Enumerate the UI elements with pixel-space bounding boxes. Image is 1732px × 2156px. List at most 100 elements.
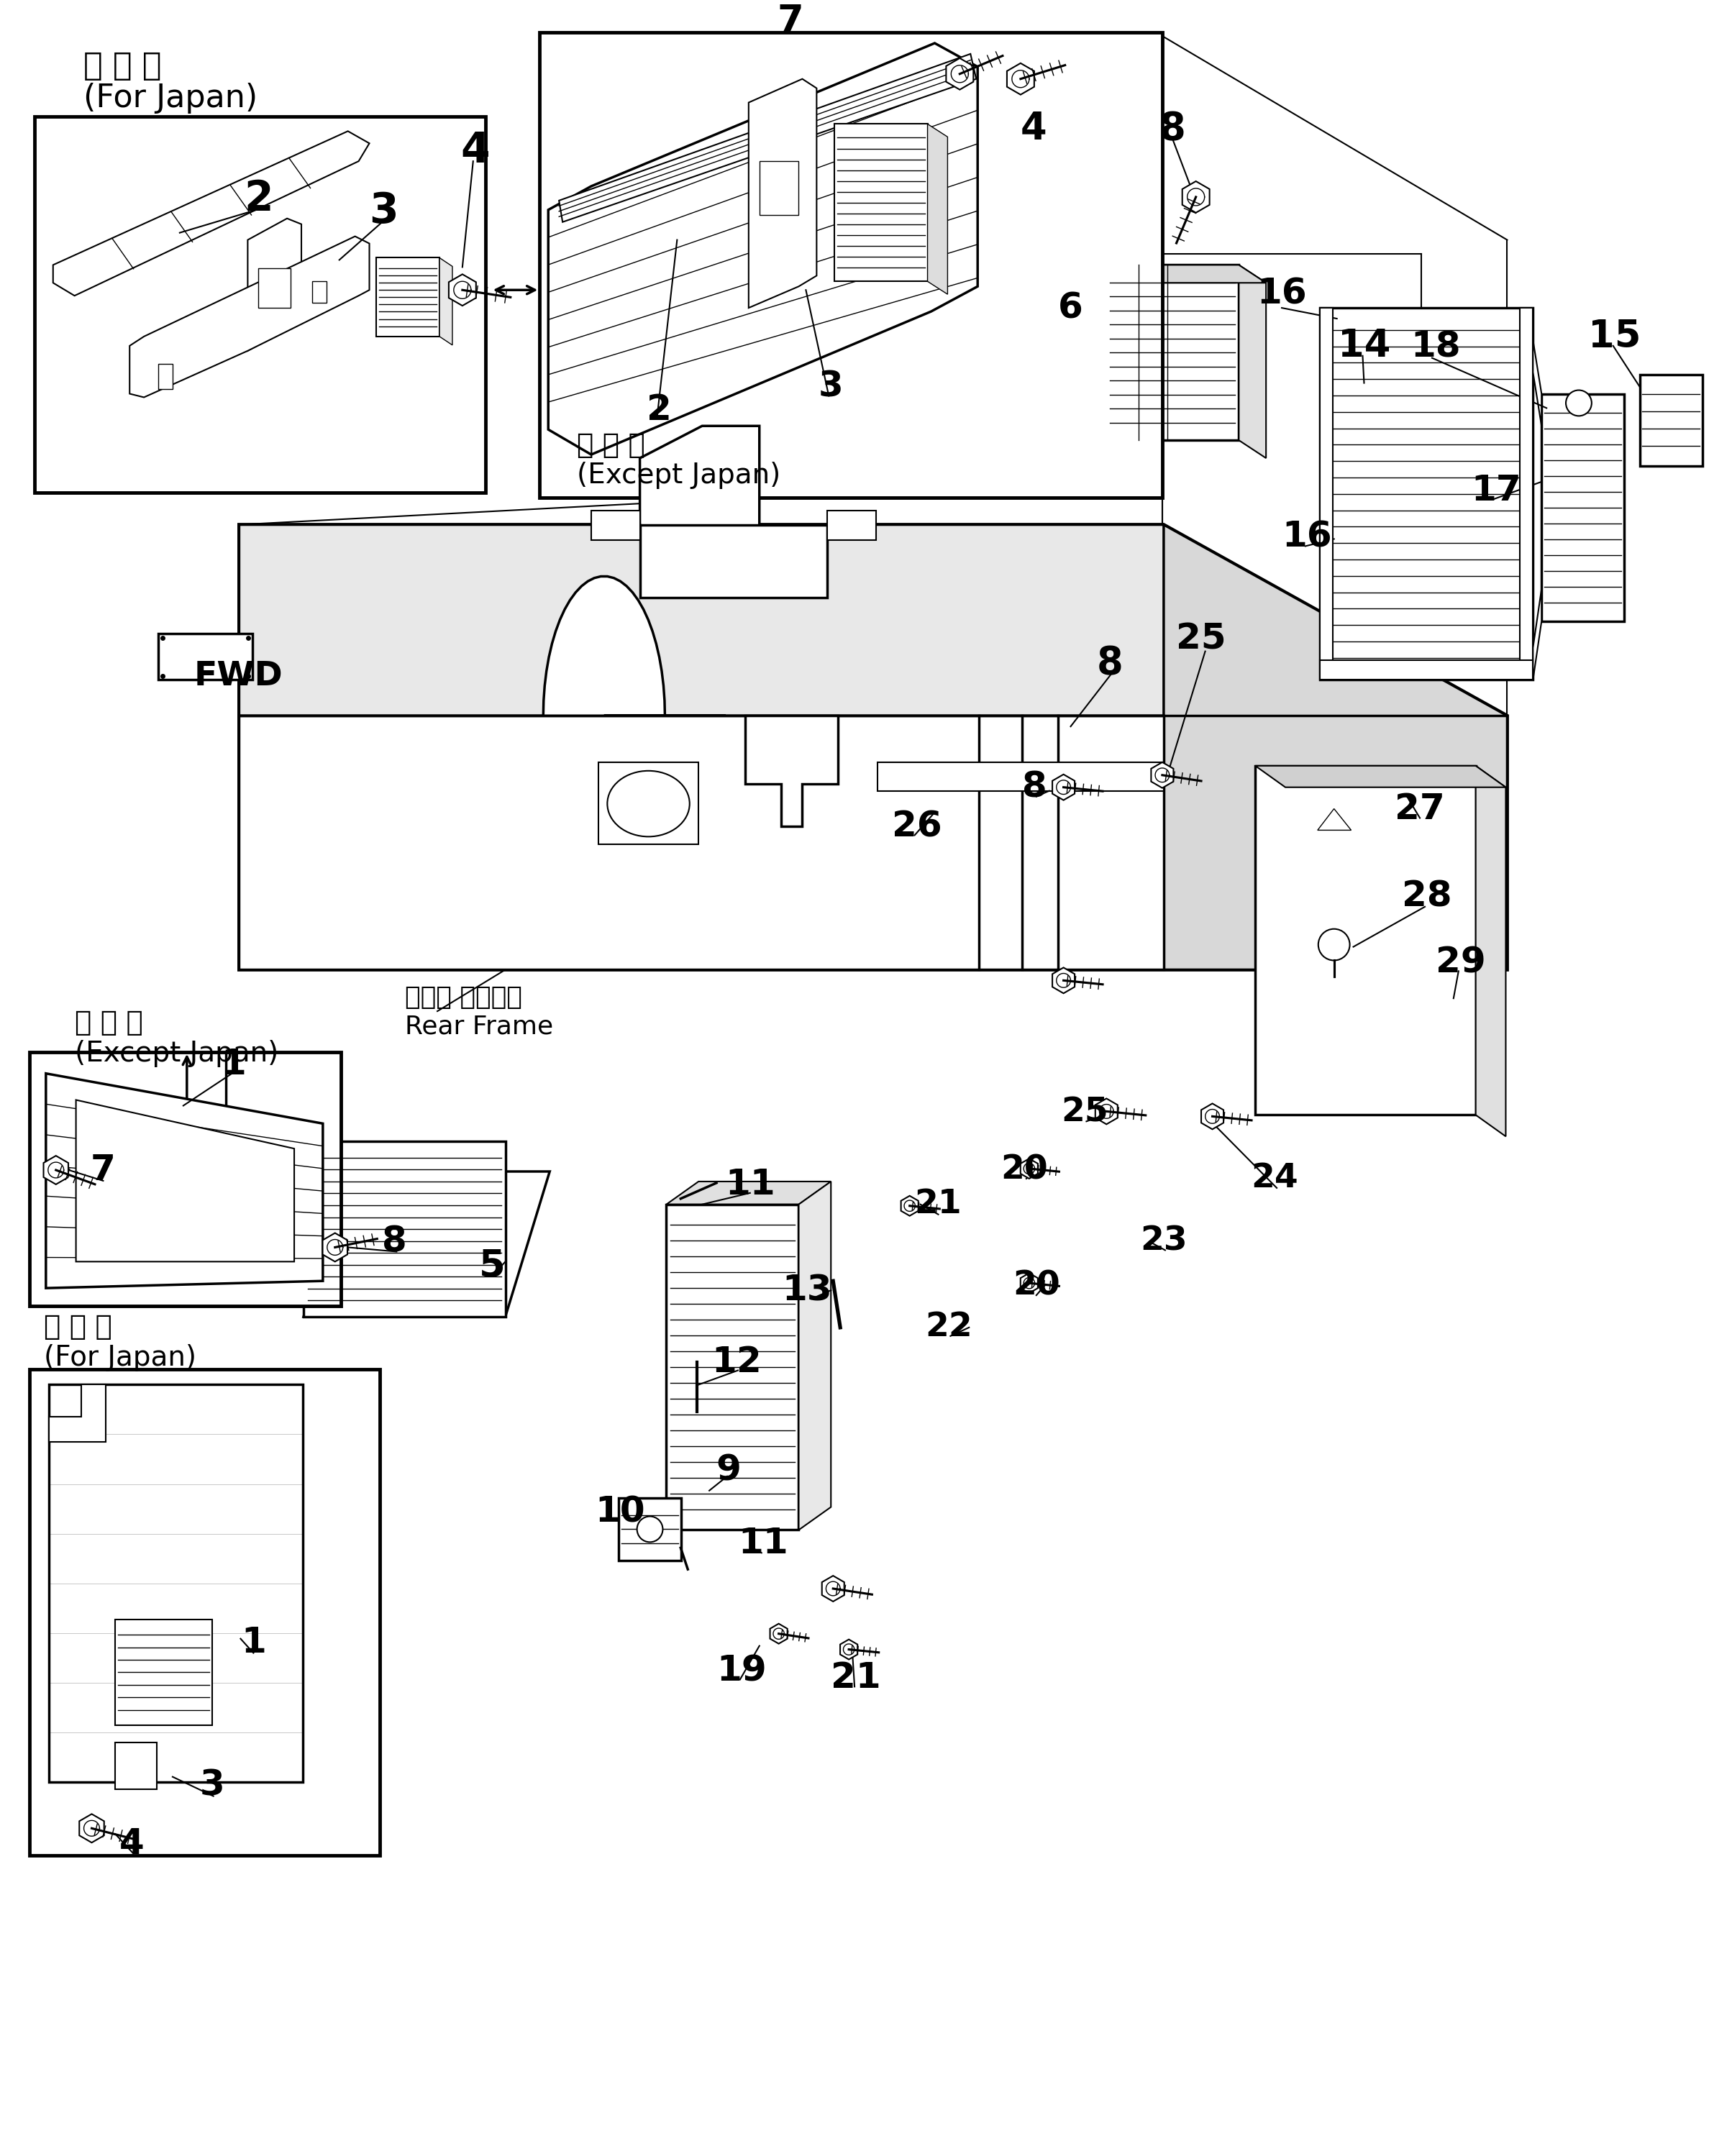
Polygon shape xyxy=(878,763,1164,791)
Polygon shape xyxy=(1107,265,1266,282)
Bar xyxy=(1256,765,1476,1115)
Text: 2: 2 xyxy=(646,392,672,427)
Text: 4: 4 xyxy=(120,1826,144,1861)
Text: 3: 3 xyxy=(819,369,843,403)
Text: 8: 8 xyxy=(1022,770,1048,804)
Circle shape xyxy=(1566,390,1592,416)
Text: 8: 8 xyxy=(1096,645,1124,681)
Text: 海 外 向: 海 外 向 xyxy=(577,431,644,459)
Text: 19: 19 xyxy=(717,1654,767,1688)
Polygon shape xyxy=(1533,589,1541,679)
Bar xyxy=(540,32,1162,498)
Text: 10: 10 xyxy=(594,1494,644,1529)
Polygon shape xyxy=(591,511,639,541)
Text: 21: 21 xyxy=(831,1660,882,1695)
Polygon shape xyxy=(248,218,301,351)
Polygon shape xyxy=(1053,968,1074,994)
Text: 3: 3 xyxy=(199,1768,225,1802)
Polygon shape xyxy=(54,132,369,295)
Polygon shape xyxy=(1476,765,1505,1136)
Text: 14: 14 xyxy=(1337,328,1391,364)
Polygon shape xyxy=(1238,265,1266,457)
Text: 17: 17 xyxy=(1472,472,1521,507)
Text: 16: 16 xyxy=(1282,520,1332,554)
Text: 国 内 向: 国 内 向 xyxy=(43,1313,113,1341)
Polygon shape xyxy=(47,1074,322,1287)
Polygon shape xyxy=(239,524,1507,716)
Text: 16: 16 xyxy=(1257,276,1308,310)
Bar xyxy=(1320,660,1533,679)
Bar xyxy=(1640,375,1703,466)
Text: 25: 25 xyxy=(1062,1097,1108,1130)
Text: 21: 21 xyxy=(914,1188,961,1220)
Polygon shape xyxy=(667,1181,831,1205)
Polygon shape xyxy=(1053,774,1074,800)
Text: 12: 12 xyxy=(712,1345,762,1380)
Polygon shape xyxy=(771,1623,788,1643)
Polygon shape xyxy=(1318,808,1351,830)
Polygon shape xyxy=(823,1576,843,1602)
Polygon shape xyxy=(130,237,369,397)
Text: 26: 26 xyxy=(892,808,942,843)
Text: 6: 6 xyxy=(1058,291,1082,326)
Polygon shape xyxy=(48,1384,303,1781)
Polygon shape xyxy=(1020,1158,1037,1179)
Text: 20: 20 xyxy=(1001,1153,1048,1186)
Polygon shape xyxy=(449,274,476,306)
Text: 13: 13 xyxy=(783,1272,833,1307)
Ellipse shape xyxy=(608,772,689,837)
Text: (For Japan): (For Japan) xyxy=(43,1343,196,1371)
Bar xyxy=(376,259,440,336)
Bar xyxy=(116,1619,211,1725)
Circle shape xyxy=(1318,929,1349,959)
Polygon shape xyxy=(745,716,838,826)
Bar xyxy=(29,1369,379,1856)
Bar xyxy=(1541,395,1625,621)
Text: 11: 11 xyxy=(738,1526,788,1561)
Polygon shape xyxy=(946,58,973,91)
Text: 11: 11 xyxy=(726,1166,776,1201)
Polygon shape xyxy=(1152,763,1173,787)
Text: (For Japan): (For Japan) xyxy=(83,82,258,114)
Text: 9: 9 xyxy=(715,1453,741,1488)
Polygon shape xyxy=(598,763,698,845)
Polygon shape xyxy=(1020,1272,1037,1294)
Polygon shape xyxy=(440,259,452,345)
Text: 5: 5 xyxy=(480,1248,506,1285)
Polygon shape xyxy=(1256,765,1505,787)
Polygon shape xyxy=(1006,63,1034,95)
Bar xyxy=(1320,308,1332,679)
Polygon shape xyxy=(901,1197,918,1216)
Text: 海 外 向: 海 外 向 xyxy=(74,1009,142,1037)
Bar xyxy=(29,1052,341,1307)
Text: リヤー フレーム: リヤー フレーム xyxy=(405,985,523,1009)
Bar xyxy=(35,116,485,492)
Polygon shape xyxy=(1164,524,1507,970)
Text: 8: 8 xyxy=(1159,110,1185,149)
Text: 18: 18 xyxy=(1410,330,1460,364)
Text: 1: 1 xyxy=(222,1048,246,1082)
Text: 25: 25 xyxy=(1176,621,1226,655)
Bar xyxy=(1320,308,1533,679)
Bar xyxy=(1107,265,1238,440)
Bar xyxy=(618,1498,681,1561)
Text: 23: 23 xyxy=(1140,1225,1188,1257)
Bar xyxy=(116,1742,158,1789)
Polygon shape xyxy=(1183,181,1209,213)
Text: 22: 22 xyxy=(925,1311,973,1343)
Polygon shape xyxy=(303,1141,506,1317)
Bar xyxy=(312,282,326,302)
Bar xyxy=(258,270,291,308)
Polygon shape xyxy=(80,1813,104,1843)
Text: 8: 8 xyxy=(383,1225,407,1259)
Text: (Except Japan): (Except Japan) xyxy=(74,1039,279,1067)
Polygon shape xyxy=(798,1181,831,1531)
Polygon shape xyxy=(840,1639,857,1660)
Text: 29: 29 xyxy=(1436,944,1486,979)
Polygon shape xyxy=(239,716,1164,970)
Polygon shape xyxy=(639,427,759,558)
Text: 28: 28 xyxy=(1401,880,1451,914)
Polygon shape xyxy=(48,1384,106,1442)
Text: 2: 2 xyxy=(244,179,274,220)
Polygon shape xyxy=(549,43,977,455)
